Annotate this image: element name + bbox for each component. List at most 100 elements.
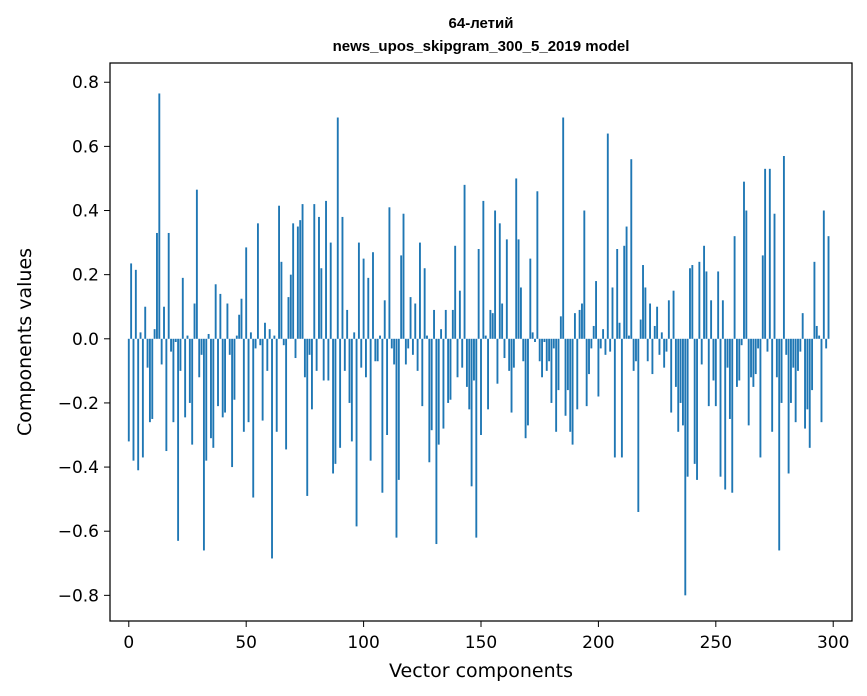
bar (463, 184, 466, 339)
bar (822, 210, 825, 339)
bar (562, 117, 565, 339)
bar (421, 338, 424, 407)
bar (773, 213, 776, 339)
bar (768, 168, 771, 339)
bar (146, 338, 149, 368)
bar (811, 338, 814, 391)
bar (799, 338, 802, 352)
bar (653, 325, 656, 339)
bar (658, 338, 661, 355)
bar (827, 236, 830, 339)
bar (717, 271, 720, 339)
bar (141, 338, 144, 458)
bar (449, 338, 452, 400)
bar (487, 338, 489, 410)
bar (195, 189, 198, 339)
bar (599, 338, 602, 349)
bar (426, 335, 428, 339)
bar (738, 338, 741, 381)
bar (430, 338, 433, 431)
bar (404, 338, 407, 365)
bar (261, 338, 264, 421)
bar (191, 338, 194, 445)
bar (247, 338, 250, 423)
bar (682, 338, 684, 426)
bar (357, 242, 360, 339)
bar (144, 306, 147, 339)
bar (630, 159, 633, 339)
bar (388, 207, 391, 339)
bar (731, 338, 734, 493)
x-tick-label: 0 (123, 633, 134, 653)
bar (325, 200, 327, 339)
bar (202, 338, 205, 551)
bar (536, 191, 539, 339)
bar (761, 255, 764, 339)
bar (296, 226, 299, 339)
bar (649, 303, 651, 339)
bar (719, 338, 722, 477)
bar (496, 338, 499, 384)
bar (454, 245, 457, 339)
bar (170, 338, 172, 352)
bar (188, 338, 191, 403)
bar (365, 338, 367, 378)
y-tick-label: −0.4 (58, 458, 99, 478)
bar (235, 335, 238, 339)
x-axis-label: Vector components (389, 660, 573, 682)
bar (667, 300, 670, 339)
bar (656, 306, 659, 339)
bar (278, 205, 280, 339)
bar (367, 277, 370, 339)
bar (181, 277, 184, 339)
x-tick-label: 300 (817, 633, 849, 653)
bar (806, 338, 809, 410)
bar (635, 338, 637, 362)
bar (639, 319, 642, 339)
chart-title: 64-летий (449, 15, 514, 32)
bar (268, 329, 271, 339)
bar (327, 338, 330, 381)
bar (395, 338, 398, 538)
bar (336, 117, 339, 339)
bar (818, 335, 821, 339)
bar (282, 338, 285, 346)
bar (442, 338, 445, 429)
bar (329, 242, 332, 339)
bar (489, 309, 492, 339)
bar (210, 338, 212, 439)
bar (221, 338, 224, 418)
chart-subtitle: news_upos_skipgram_300_5_2019 model (333, 38, 630, 55)
y-axis-ticks: −0.8 −0.6 −0.4 −0.2 0.0 0.2 0.4 0.6 0.8 (58, 73, 110, 606)
bar (400, 255, 403, 339)
bar (477, 249, 480, 339)
bar (632, 338, 635, 371)
bar (728, 338, 731, 419)
bar (346, 309, 349, 339)
bar (130, 263, 133, 339)
bar (451, 309, 454, 339)
bar (390, 338, 393, 349)
bar (137, 338, 140, 471)
bar (332, 338, 335, 474)
bar (759, 338, 762, 458)
y-tick-label: 0.0 (72, 330, 99, 350)
bar (228, 338, 231, 355)
bar (475, 338, 478, 538)
bar (510, 338, 513, 413)
bar (285, 338, 288, 450)
bar (672, 290, 675, 339)
bar (315, 338, 318, 371)
bar (397, 338, 400, 480)
bar (674, 338, 677, 387)
bar (456, 338, 459, 378)
bar (179, 338, 182, 371)
x-tick-label: 150 (465, 633, 497, 653)
bar (334, 338, 337, 464)
bar (271, 338, 273, 559)
bar (740, 338, 743, 346)
bar (698, 261, 701, 339)
bar (696, 338, 698, 480)
bar (461, 338, 464, 368)
